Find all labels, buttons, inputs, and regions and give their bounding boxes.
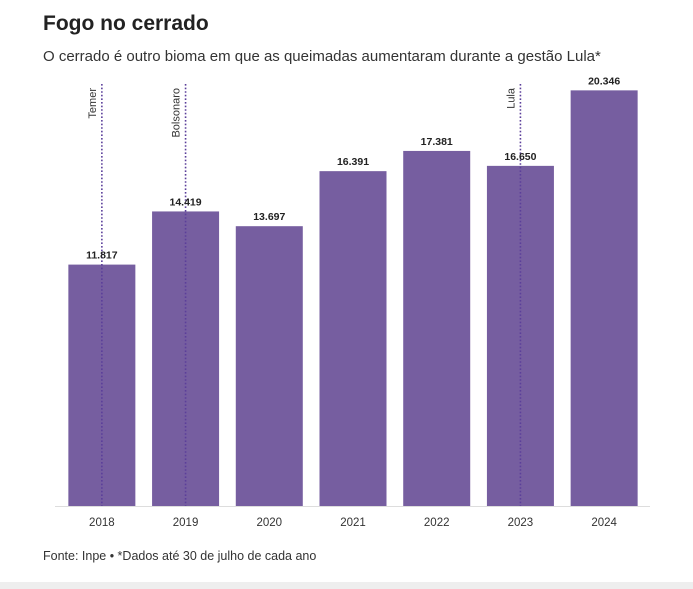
labels-layer: 11.817 2018 14.419 2019 13.697 2020 16.391 2021… [86,75,620,529]
tick-label-2018: 2018 [89,517,115,529]
value-label-2024: 20.346 [588,75,620,87]
tick-label-2020: 2020 [256,517,282,529]
bar-2022 [403,150,471,506]
value-label-2018: 11.817 [86,250,118,262]
chart-title: Fogo no cerrado [43,12,209,35]
tick-label-2024: 2024 [591,517,617,529]
bottom-divider [0,582,693,589]
value-label-2021: 16.391 [337,156,369,168]
tick-label-2023: 2023 [508,517,534,529]
tick-label-2022: 2022 [424,517,450,529]
tick-label-2021: 2021 [340,517,366,529]
chart-subtitle: O cerrado é outro bioma em que as queima… [43,48,601,65]
bar-2021 [319,171,387,507]
marker-label-temer: Temer [87,88,99,119]
tick-label-2019: 2019 [173,517,199,529]
marker-label-bolsonaro: Bolsonaro [171,88,183,138]
value-label-2020: 13.697 [253,211,285,223]
bar-2023 [486,165,554,506]
value-label-2022: 17.381 [421,136,453,148]
source-note: Fonte: Inpe • *Dados até 30 de julho de … [43,549,317,563]
marker-label-lula: Lula [505,87,517,109]
value-label-2023: 16.650 [504,151,536,163]
bars-layer [68,90,638,507]
value-label-2019: 14.419 [170,196,202,208]
bar-2020 [235,226,303,506]
bar-chart: Temer Bolsonaro Lula 11.817201814.41920191… [55,75,650,529]
annotations-layer: Temer Bolsonaro Lula [87,84,522,506]
bar-2024 [570,90,638,506]
